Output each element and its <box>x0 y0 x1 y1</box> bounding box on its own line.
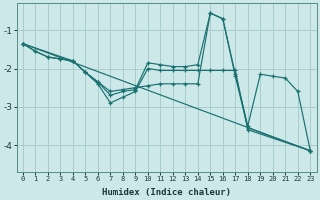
X-axis label: Humidex (Indice chaleur): Humidex (Indice chaleur) <box>102 188 231 197</box>
